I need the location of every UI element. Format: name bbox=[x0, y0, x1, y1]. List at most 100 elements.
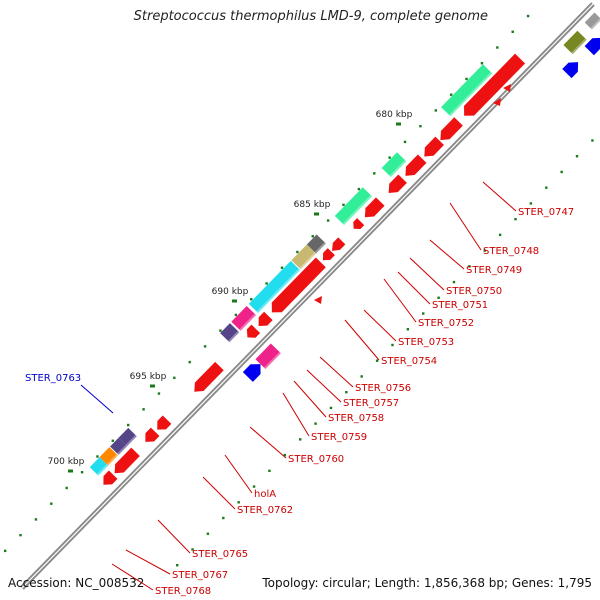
gene-block bbox=[99, 447, 118, 466]
ruler-dot bbox=[526, 14, 530, 18]
ruler-dot bbox=[283, 453, 287, 457]
gene-block bbox=[584, 12, 600, 30]
gene-feature bbox=[584, 37, 600, 56]
gene-label: STER_0760 bbox=[288, 454, 344, 465]
gene-feature bbox=[103, 470, 118, 485]
label-leader-line bbox=[409, 257, 445, 291]
ruler-dot bbox=[360, 375, 363, 378]
ruler-dots bbox=[3, 14, 594, 567]
gene-feature bbox=[220, 323, 240, 343]
gene-feature bbox=[364, 197, 385, 218]
ruler-dot bbox=[529, 202, 533, 205]
ruler-dot bbox=[3, 549, 7, 553]
gene-feature bbox=[424, 136, 444, 157]
gene-feature bbox=[246, 324, 261, 338]
gene-arrow bbox=[405, 154, 427, 176]
genome-backbone bbox=[20, 2, 595, 590]
gene-arrow bbox=[424, 136, 444, 157]
ruler-dot bbox=[419, 124, 422, 128]
ruler-dot bbox=[591, 139, 594, 142]
ruler-dot bbox=[545, 186, 548, 189]
ruler-dot bbox=[80, 471, 84, 474]
gene-feature bbox=[388, 174, 407, 193]
ruler-dot bbox=[222, 516, 225, 520]
topology-text: Topology: circular; Length: 1,856,368 bp… bbox=[262, 576, 592, 590]
gene-block bbox=[220, 323, 240, 343]
ruler-dot bbox=[498, 233, 502, 237]
gene-block-highlight bbox=[228, 330, 240, 343]
scale-tick-mark bbox=[232, 299, 237, 303]
gene-feature bbox=[271, 257, 326, 313]
gene-block bbox=[89, 457, 109, 476]
gene-block bbox=[563, 30, 587, 55]
gene-label: STER_0754 bbox=[381, 356, 437, 367]
gene-block-highlight bbox=[96, 464, 109, 476]
ruler-dot bbox=[329, 406, 333, 410]
ruler-dot bbox=[403, 140, 407, 144]
label-leader-line bbox=[363, 309, 397, 342]
map-title: Streptococcus thermophilus LMD-9, comple… bbox=[133, 9, 488, 24]
gene-block bbox=[231, 305, 257, 331]
scale-tick-label: 685 kbp bbox=[294, 200, 331, 210]
accession-label: Accession: bbox=[8, 576, 72, 590]
ruler-dot bbox=[422, 312, 425, 315]
scale-tick-label: 695 kbp bbox=[130, 372, 167, 382]
scale-tick-mark bbox=[314, 212, 319, 216]
ruler-dot bbox=[514, 217, 517, 221]
ruler-dot bbox=[65, 486, 68, 490]
gene-arrow bbox=[353, 218, 365, 230]
gene-label: STER_0758 bbox=[328, 413, 384, 424]
gene-feature bbox=[157, 415, 172, 430]
gene-feature bbox=[440, 117, 463, 141]
gene-feature bbox=[353, 218, 365, 230]
label-leader-line bbox=[306, 369, 342, 403]
gene-feature bbox=[464, 53, 526, 116]
label-leader-line bbox=[383, 278, 417, 323]
gene-block bbox=[306, 234, 326, 254]
gene-block-highlight bbox=[448, 71, 493, 117]
gene-block bbox=[118, 427, 137, 447]
ruler-dot bbox=[142, 408, 145, 411]
label-leader-line bbox=[344, 319, 380, 361]
gene-label: STER_0753 bbox=[398, 337, 454, 348]
ruler-dot bbox=[175, 564, 179, 567]
label-leader-line bbox=[282, 392, 310, 437]
ruler-dot bbox=[126, 423, 130, 427]
gene-block bbox=[381, 152, 407, 178]
ruler-dot bbox=[188, 360, 191, 364]
label-leader-lines bbox=[80, 181, 517, 591]
gene-feature bbox=[99, 447, 118, 466]
gene-label: STER_0747 bbox=[518, 207, 574, 218]
gene-label: STER_0763 bbox=[25, 373, 81, 384]
gene-arrow bbox=[103, 470, 118, 485]
label-leader-line bbox=[111, 563, 154, 591]
gene-arrow bbox=[464, 53, 526, 116]
gene-label: STER_0748 bbox=[483, 246, 539, 257]
scale-tick-mark bbox=[150, 384, 155, 388]
gene-feature bbox=[381, 152, 407, 178]
gene-feature bbox=[248, 260, 301, 313]
gene-label: STER_0762 bbox=[237, 505, 293, 516]
gene-feature bbox=[322, 248, 335, 261]
ruler-dot bbox=[111, 439, 115, 442]
ruler-dot bbox=[483, 249, 486, 252]
ruler-dot bbox=[406, 328, 410, 331]
ruler-dot bbox=[449, 93, 453, 96]
gene-feature bbox=[332, 237, 346, 251]
scale-ticks: 680 kbp 685 kbp 690 kbp 695 kbp 700 kbp bbox=[48, 110, 413, 473]
gene-arrow bbox=[114, 447, 140, 474]
label-leader-line bbox=[293, 380, 327, 418]
label-leader-line bbox=[157, 519, 191, 554]
gene-arrow bbox=[388, 174, 407, 193]
ruler-dot bbox=[298, 438, 302, 441]
gene-feature bbox=[405, 154, 427, 176]
gene-arrow bbox=[157, 415, 172, 430]
ruler-dot bbox=[391, 343, 394, 347]
gene-feature bbox=[255, 343, 281, 370]
ruler-dot bbox=[437, 296, 440, 299]
ruler-dot bbox=[265, 282, 268, 285]
ruler-dot bbox=[296, 250, 299, 254]
ruler-dot bbox=[173, 376, 176, 380]
ruler-dot bbox=[434, 109, 437, 112]
